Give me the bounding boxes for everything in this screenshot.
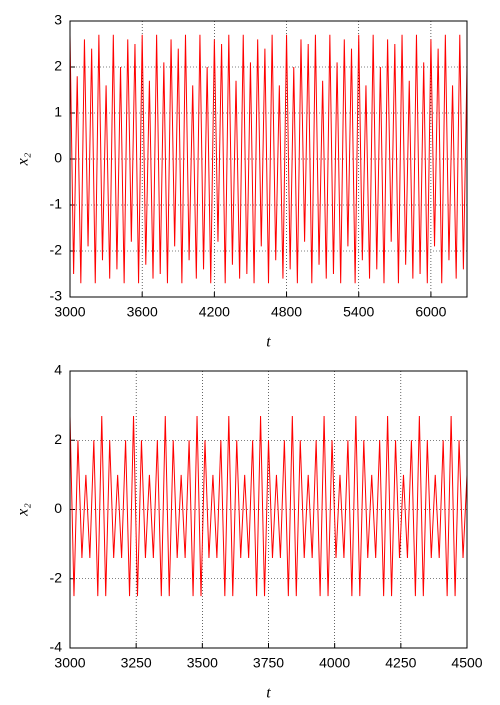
x-tick-label: 3600: [127, 304, 158, 320]
y-tick-label: 0: [54, 150, 62, 166]
data-line: [70, 34, 467, 284]
x-tick-label: 4200: [199, 304, 230, 320]
x-tick-label: 3750: [253, 655, 284, 671]
plot-frame: [69, 20, 468, 298]
data-line: [70, 415, 467, 597]
x-axis-label: t: [266, 334, 271, 351]
x-tick-label: 4000: [319, 655, 350, 671]
x-tick-label: 5400: [343, 304, 374, 320]
x-tick-label: 4250: [385, 655, 416, 671]
y-tick-label: -4: [50, 639, 63, 655]
y-tick-label: -2: [50, 569, 63, 585]
plot-frame: [69, 370, 468, 649]
y-tick-label: 2: [54, 58, 62, 74]
y-tick-label: 3: [54, 12, 62, 28]
y-tick-label: 4: [54, 362, 62, 378]
y-tick-label: 0: [54, 500, 62, 516]
x-tick-label: 6000: [415, 304, 446, 320]
x-tick-label: 4800: [271, 304, 302, 320]
x-axis-label: t: [266, 685, 271, 700]
x-tick-label: 3000: [54, 304, 85, 320]
x-tick-label: 3250: [121, 655, 152, 671]
y-axis-label: x₂: [15, 152, 32, 166]
y-tick-label: -3: [50, 288, 63, 304]
plot-area: [70, 415, 467, 597]
y-axis-label: x₂: [15, 503, 32, 517]
x-tick-label: 4500: [451, 655, 482, 671]
y-tick-label: 2: [54, 431, 62, 447]
y-tick-label: -2: [50, 242, 63, 258]
plot-area: [70, 34, 467, 284]
x-tick-label: 3000: [54, 655, 85, 671]
y-tick-label: 1: [54, 104, 62, 120]
x-tick-label: 3500: [187, 655, 218, 671]
y-tick-label: -1: [50, 196, 63, 212]
